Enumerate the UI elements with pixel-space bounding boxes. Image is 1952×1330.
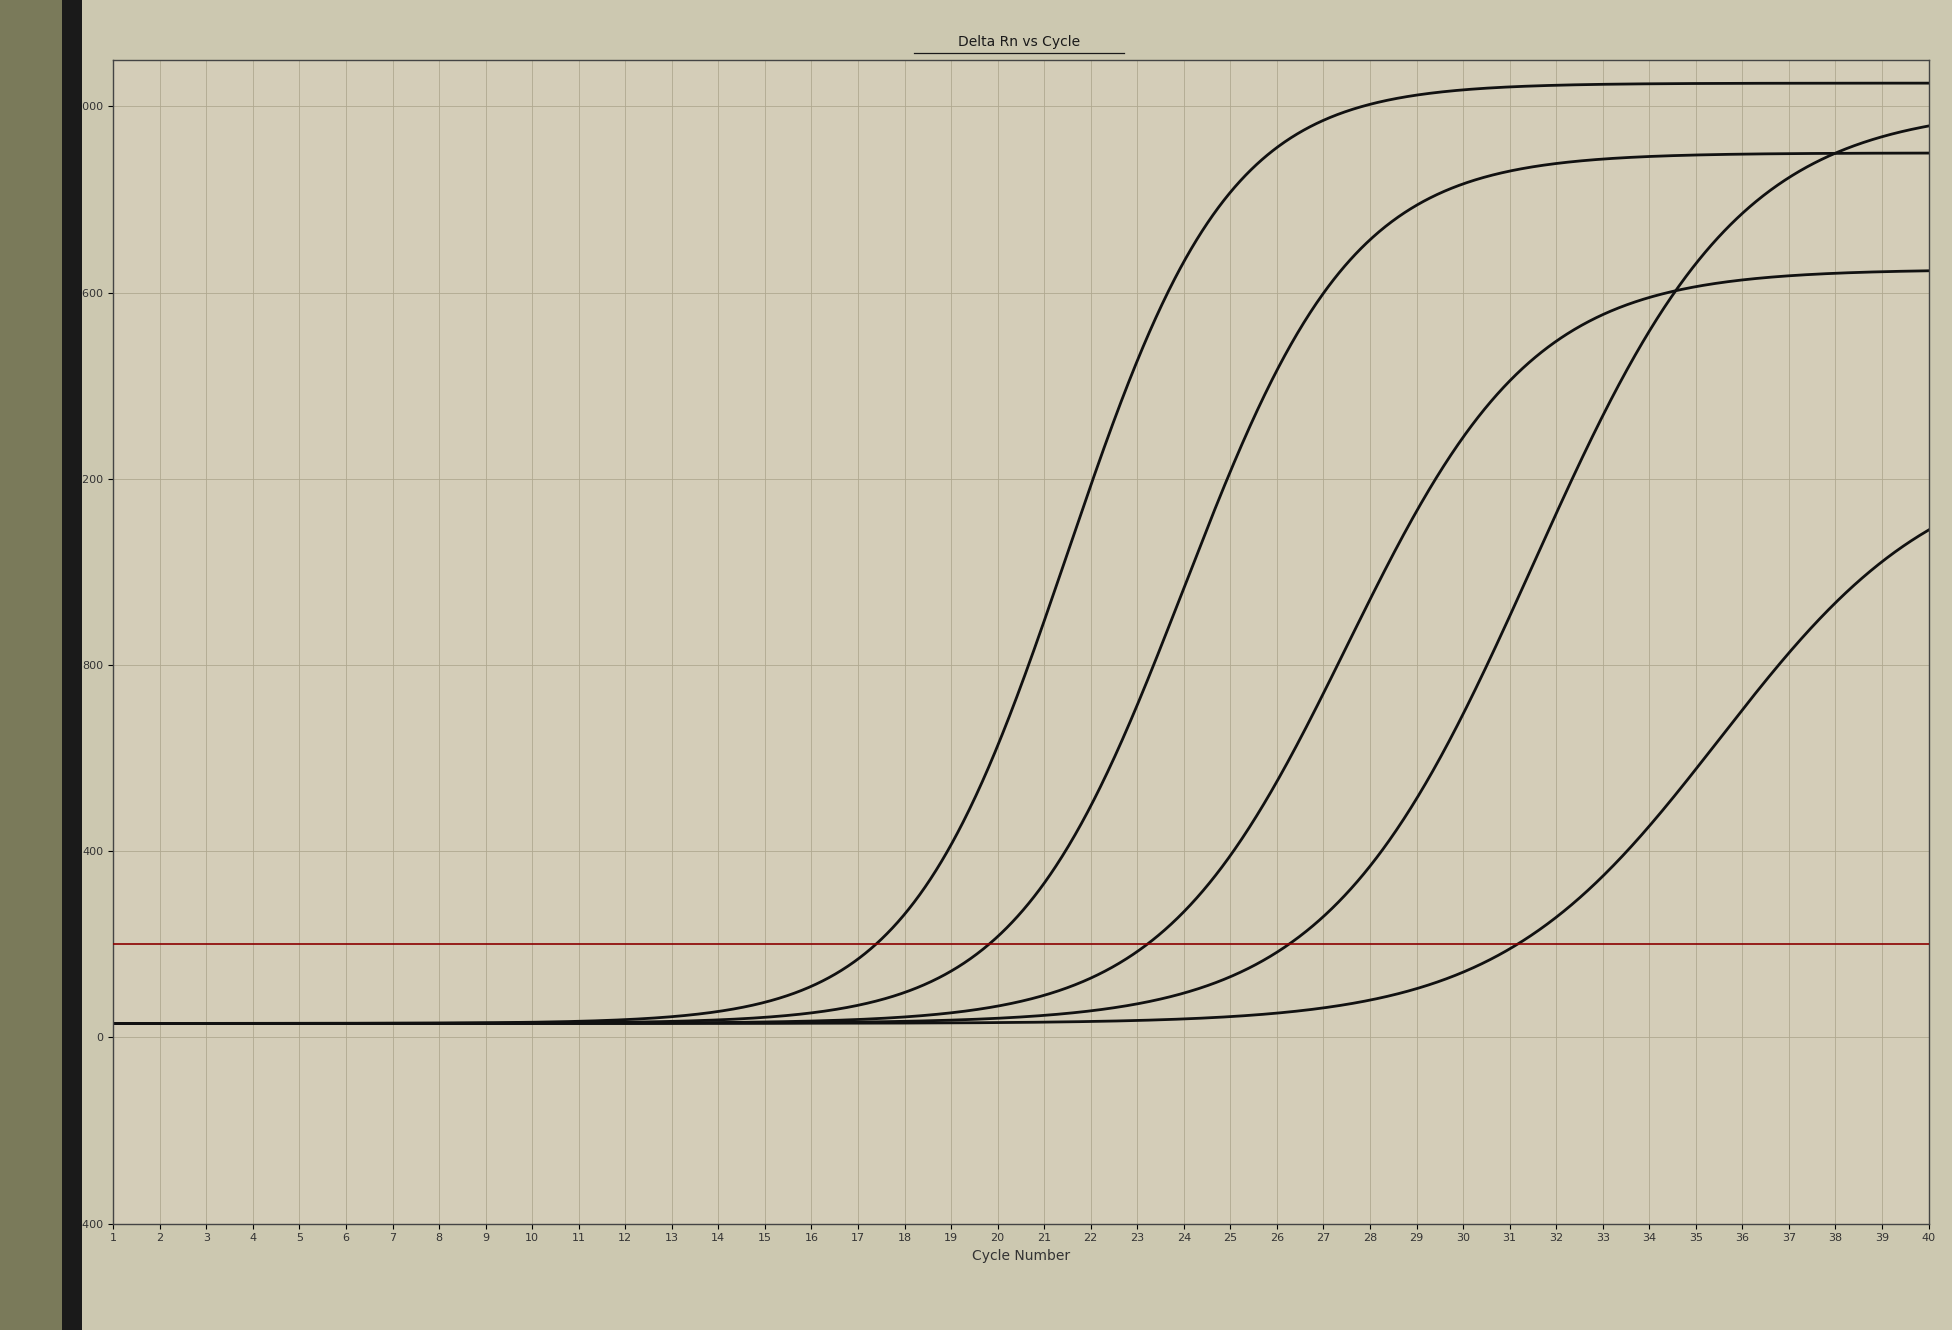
Text: Delta Rn vs Cycle: Delta Rn vs Cycle bbox=[958, 35, 1079, 49]
X-axis label: Cycle Number: Cycle Number bbox=[972, 1249, 1070, 1264]
Y-axis label: Delta Rn: Delta Rn bbox=[57, 612, 70, 672]
